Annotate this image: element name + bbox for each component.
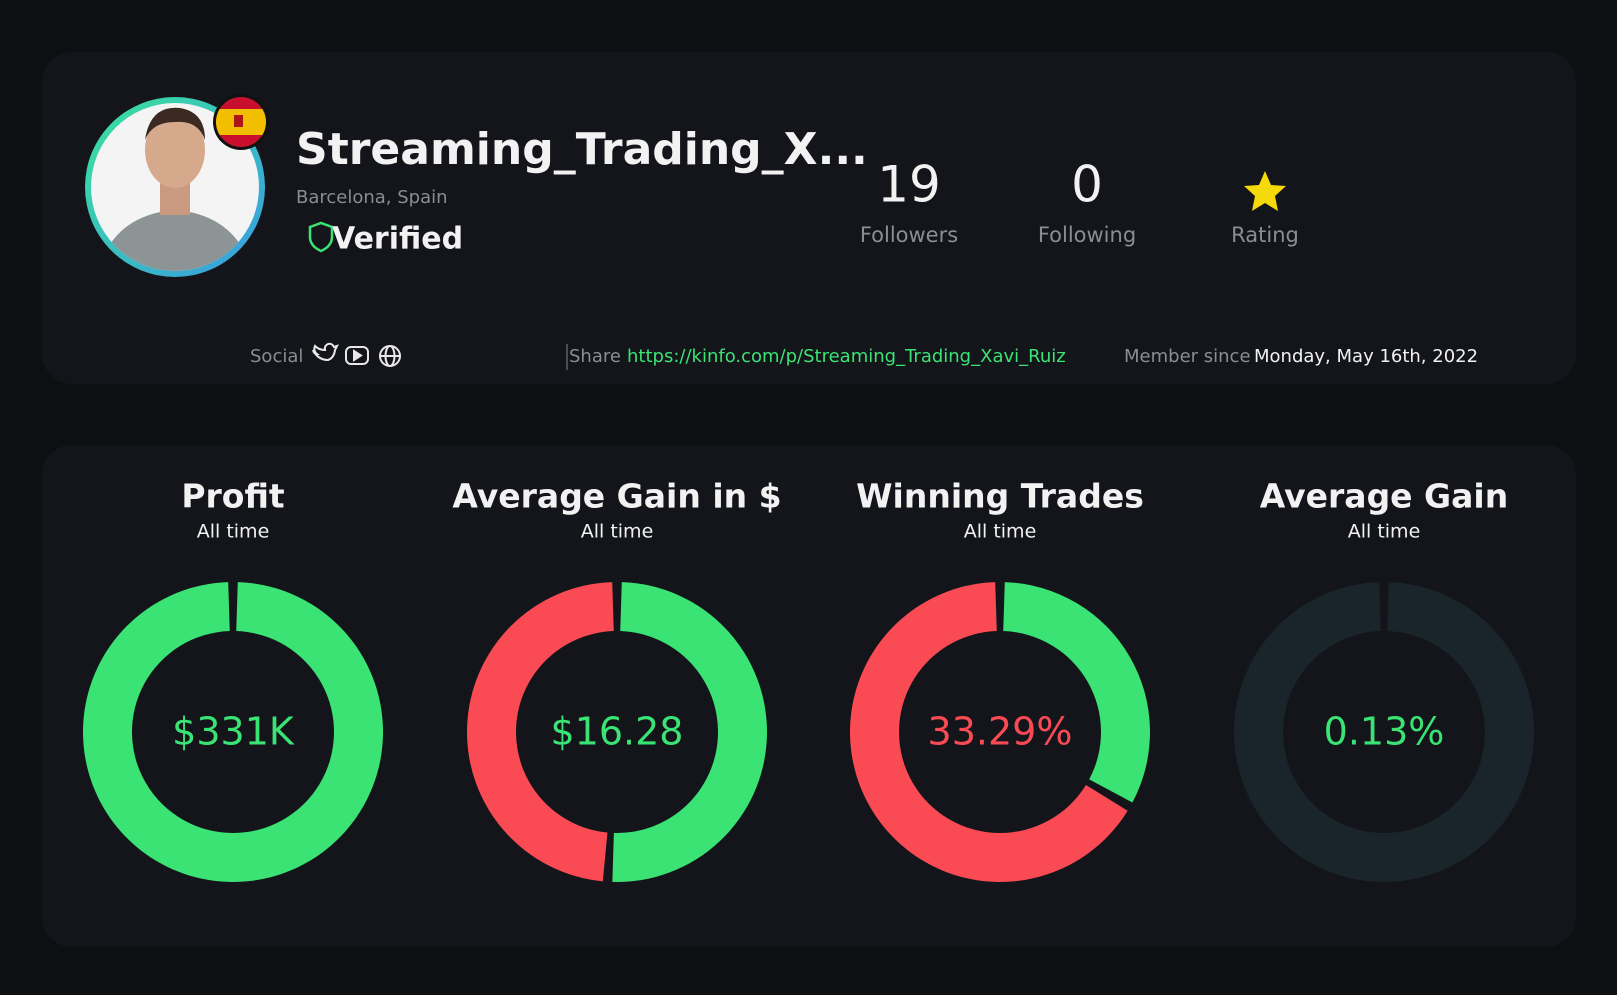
rating-label: Rating — [1231, 223, 1299, 247]
web-icon[interactable] — [379, 345, 401, 367]
followers-count: 19 — [877, 156, 941, 214]
donut-segment — [466, 582, 614, 882]
youtube-icon[interactable] — [345, 346, 369, 365]
donut-segment — [1234, 582, 1535, 883]
member-since-label: Member since — [1124, 346, 1251, 367]
card-value: $16.28 — [551, 710, 684, 754]
flag — [213, 94, 269, 150]
verified-icon — [308, 221, 334, 253]
card-value: 0.13% — [1324, 710, 1445, 754]
user-name: Streaming_Trading_X... — [296, 124, 868, 175]
card-title: Winning Trades — [856, 477, 1144, 516]
card-value: 33.29% — [928, 710, 1073, 754]
verified-label: Verified — [332, 222, 463, 257]
social-icons[interactable] — [312, 342, 401, 367]
donut-segment — [82, 582, 383, 883]
donut-segment — [1003, 582, 1150, 803]
donut-segment — [850, 582, 1128, 882]
card-period: All time — [581, 521, 654, 543]
following-label[interactable]: Following — [1038, 223, 1136, 247]
card-period: All time — [197, 521, 270, 543]
followers-label[interactable]: Followers — [860, 223, 958, 247]
share-url[interactable]: https://kinfo.com/p/Streaming_Trading_Xa… — [627, 346, 1066, 367]
social-label: Social — [250, 346, 303, 367]
stats-panel — [42, 445, 1576, 947]
share-label: Share — [569, 346, 621, 367]
avatar — [85, 97, 265, 277]
twitter-icon[interactable] — [312, 342, 339, 362]
card-title: Average Gain in $ — [452, 477, 781, 516]
card-period: All time — [964, 521, 1037, 543]
card-title: Profit — [181, 477, 285, 516]
following-count: 0 — [1071, 156, 1103, 214]
card-value: $331K — [172, 710, 295, 754]
location: Barcelona, Spain — [296, 187, 448, 208]
donut-segment — [612, 582, 767, 882]
card-period: All time — [1348, 521, 1421, 543]
card-title: Average Gain — [1260, 477, 1508, 516]
rating-star — [1244, 171, 1286, 211]
profile-panel — [42, 52, 1576, 384]
member-since-date: Monday, May 16th, 2022 — [1254, 346, 1478, 367]
